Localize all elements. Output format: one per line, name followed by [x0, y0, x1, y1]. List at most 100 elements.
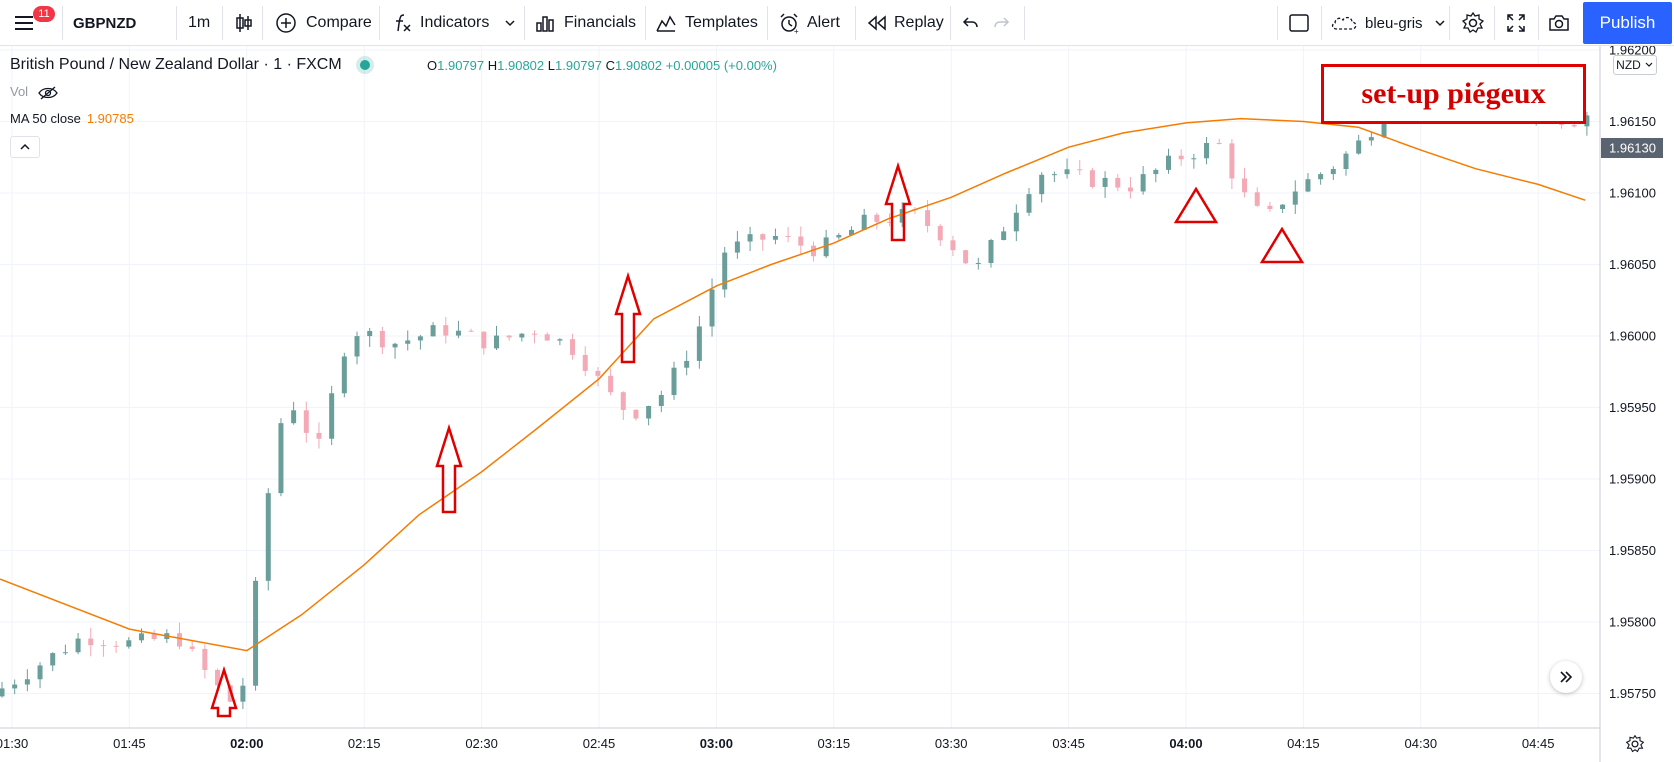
indicators-dropdown[interactable]	[503, 0, 517, 46]
candle	[1077, 160, 1083, 175]
collapse-legend-button[interactable]	[10, 136, 40, 158]
volume-legend[interactable]: Vol	[10, 84, 58, 100]
price-tick: 1.95850	[1609, 543, 1656, 558]
price-tick: 1.95800	[1609, 615, 1656, 630]
candle	[75, 632, 81, 655]
currency-button[interactable]: NZD	[1613, 55, 1657, 75]
settings-button[interactable]	[1461, 0, 1485, 46]
square-icon	[1289, 14, 1309, 32]
candle	[798, 226, 804, 254]
close-value: 1.90802	[615, 58, 663, 73]
alarm-clock-icon: +	[780, 13, 799, 35]
up-arrow-marker	[614, 271, 642, 364]
candle	[379, 326, 385, 355]
candle	[988, 238, 994, 268]
candle	[1178, 149, 1184, 166]
candle	[316, 422, 322, 449]
price-tick: 1.96100	[1609, 186, 1656, 201]
candle	[455, 320, 461, 339]
time-tick: 04:00	[1169, 736, 1202, 751]
candle	[620, 391, 626, 420]
candle	[1343, 151, 1349, 176]
annotation-markers	[210, 161, 1305, 718]
settings-corner[interactable]	[1625, 734, 1645, 753]
layout-name-button[interactable]: bleu-gris	[1329, 0, 1447, 46]
candle	[519, 332, 525, 342]
change-value: +0.00005 (+0.00%)	[665, 58, 777, 73]
candle	[1368, 131, 1374, 146]
price-chart[interactable]: 1.96200 1.96150 1.96100 1.96050 1.96000 1.959…	[0, 46, 1674, 762]
candle	[1204, 136, 1210, 165]
candle	[0, 682, 5, 698]
alert-button[interactable]: + Alert	[777, 0, 840, 46]
high-key: H	[487, 58, 498, 73]
candle	[861, 208, 867, 231]
time-tick: 02:00	[230, 736, 263, 751]
candles-icon	[236, 14, 252, 32]
candle	[772, 228, 778, 245]
candle	[658, 390, 664, 413]
eye-crossed-icon[interactable]	[37, 86, 58, 100]
candle	[823, 229, 829, 258]
scroll-to-realtime-button[interactable]	[1550, 661, 1582, 693]
candle	[747, 226, 753, 251]
candle	[1229, 139, 1235, 190]
candle	[265, 488, 271, 591]
candle	[50, 652, 56, 672]
compare-button[interactable]: Compare	[274, 0, 372, 46]
time-tick: 03:30	[935, 736, 968, 751]
indicators-button[interactable]: Indicators	[390, 0, 489, 46]
time-tick: 01:30	[0, 736, 28, 751]
candle	[1127, 176, 1133, 199]
candle	[633, 409, 639, 421]
candle	[506, 334, 512, 341]
alert-label: Alert	[807, 14, 840, 31]
candle	[1140, 166, 1146, 195]
candle	[696, 316, 702, 369]
replay-button[interactable]: Replay	[866, 0, 944, 46]
menu-button[interactable]	[12, 0, 52, 46]
gear-icon	[1625, 734, 1645, 753]
financials-button[interactable]: Financials	[534, 0, 636, 46]
templates-button[interactable]: Templates	[655, 0, 758, 46]
undo-button[interactable]	[960, 0, 980, 46]
candles-layer	[0, 74, 1590, 710]
candle	[126, 637, 132, 649]
price-tick: 1.95950	[1609, 400, 1656, 415]
candle	[367, 327, 373, 348]
chart-type-button[interactable]	[234, 0, 254, 46]
candle	[937, 224, 943, 246]
interval-button[interactable]: 1m	[188, 0, 210, 46]
symbol-title-text: British Pound / New Zealand Dollar · 1 ·…	[10, 56, 342, 73]
indicators-label: Indicators	[420, 14, 490, 31]
candle	[405, 330, 411, 351]
time-tick: 03:45	[1052, 736, 1085, 751]
plus-circle-icon	[276, 13, 296, 33]
low-key: L	[547, 58, 555, 73]
price-tick: 1.96200	[1609, 46, 1656, 58]
candle	[417, 334, 423, 350]
candle	[37, 662, 43, 689]
snapshot-button[interactable]	[1547, 0, 1571, 46]
symbol-search-button[interactable]: GBPNZD	[73, 0, 136, 46]
candle	[1267, 201, 1273, 212]
ma-legend[interactable]: MA 50 close 1.90785	[10, 111, 134, 126]
ma-label: MA 50 close	[10, 111, 81, 126]
camera-icon	[1549, 15, 1569, 31]
layout-square-button[interactable]	[1288, 0, 1310, 46]
price-tick: 1.96000	[1609, 329, 1656, 344]
redo-button[interactable]	[992, 0, 1012, 46]
time-tick: 03:00	[700, 736, 733, 751]
candle	[734, 231, 740, 259]
layout-name-label: bleu-gris	[1365, 14, 1423, 32]
market-status-dot	[359, 59, 370, 70]
candle	[1584, 111, 1590, 136]
candle	[887, 213, 893, 227]
function-fx-icon	[396, 14, 411, 32]
publish-button[interactable]: Publish	[1583, 2, 1672, 44]
candle	[582, 346, 588, 377]
fullscreen-button[interactable]	[1505, 0, 1527, 46]
candle	[1102, 171, 1108, 198]
candle	[151, 629, 157, 641]
ohlc-values: O1.90797 H1.90802 L1.90797 C1.90802 +0.0…	[427, 58, 777, 73]
